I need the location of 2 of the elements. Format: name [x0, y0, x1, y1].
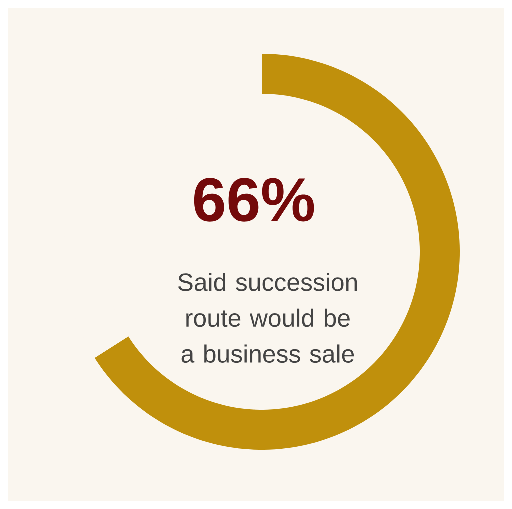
text: Said succession route would be a business sale [178, 272, 358, 364]
text: 66% [194, 178, 314, 222]
